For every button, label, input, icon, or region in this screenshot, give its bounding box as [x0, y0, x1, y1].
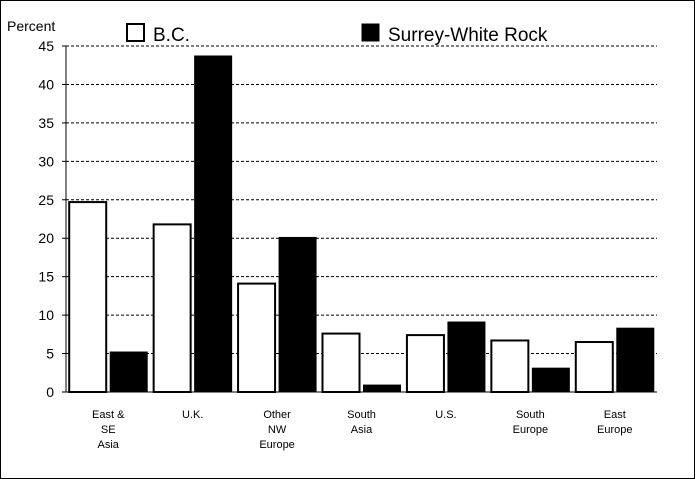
bar-surrey-white-rock: [616, 327, 655, 393]
y-tick-label: 30: [38, 153, 54, 169]
bar-bc: [490, 339, 530, 393]
y-tick-label: 15: [38, 269, 54, 285]
x-tick-label: Europe: [597, 424, 632, 436]
bar-surrey-white-rock: [447, 321, 486, 393]
bar-bc: [237, 282, 277, 393]
bar-surrey-white-rock: [109, 351, 148, 393]
x-axis-labels: East & SE Asia U.K. Other NW Europe South Asia U.…: [92, 409, 633, 451]
x-tick-label: SE: [101, 424, 116, 436]
legend: B.C. Surrey-White Rock: [126, 23, 548, 46]
y-axis-label: Percent: [7, 18, 55, 34]
bar-surrey-white-rock: [363, 384, 401, 393]
y-tick-label: 25: [38, 192, 54, 208]
x-tick-label: South: [347, 409, 376, 421]
x-tick-label: South: [516, 409, 545, 421]
x-tick-label: Other: [263, 409, 291, 421]
y-tick-label: 10: [38, 307, 54, 323]
y-tick-label: 20: [38, 230, 54, 246]
y-tick-label: 35: [38, 115, 54, 131]
legend-swatch-bc: [126, 23, 145, 42]
bar-bc: [68, 201, 108, 393]
x-tick-label: Europe: [259, 439, 294, 451]
y-tick-label: 40: [38, 76, 54, 92]
x-tick-label: East: [604, 409, 626, 421]
y-tick-label: 45: [38, 38, 54, 54]
x-tick-label: Europe: [513, 424, 548, 436]
legend-label-bc: B.C.: [153, 25, 190, 46]
bar-bc: [574, 341, 614, 393]
y-tick-label: 5: [46, 346, 54, 362]
bar-bc: [321, 332, 361, 394]
y-axis-ticks: 0 5 10 15 20 25 30 35 40 45: [38, 38, 66, 400]
legend-swatch-surrey-white-rock: [361, 23, 380, 42]
x-tick-label: Asia: [351, 424, 373, 436]
x-tick-label: U.K.: [182, 409, 203, 421]
bar-surrey-white-rock: [278, 236, 317, 393]
legend-label-surrey-white-rock: Surrey-White Rock: [388, 25, 548, 46]
bar-surrey-white-rock: [194, 55, 233, 393]
bar-bc: [405, 334, 445, 394]
x-tick-label: East &: [92, 409, 125, 421]
x-tick-label: U.S.: [435, 409, 456, 421]
y-tick-label: 0: [46, 384, 54, 400]
bars: [68, 55, 655, 394]
gridlines: [66, 45, 657, 355]
x-tick-label: Asia: [98, 439, 120, 451]
x-tick-label: NW: [268, 424, 287, 436]
bar-surrey-white-rock: [531, 367, 570, 393]
bar-bc: [152, 223, 192, 393]
